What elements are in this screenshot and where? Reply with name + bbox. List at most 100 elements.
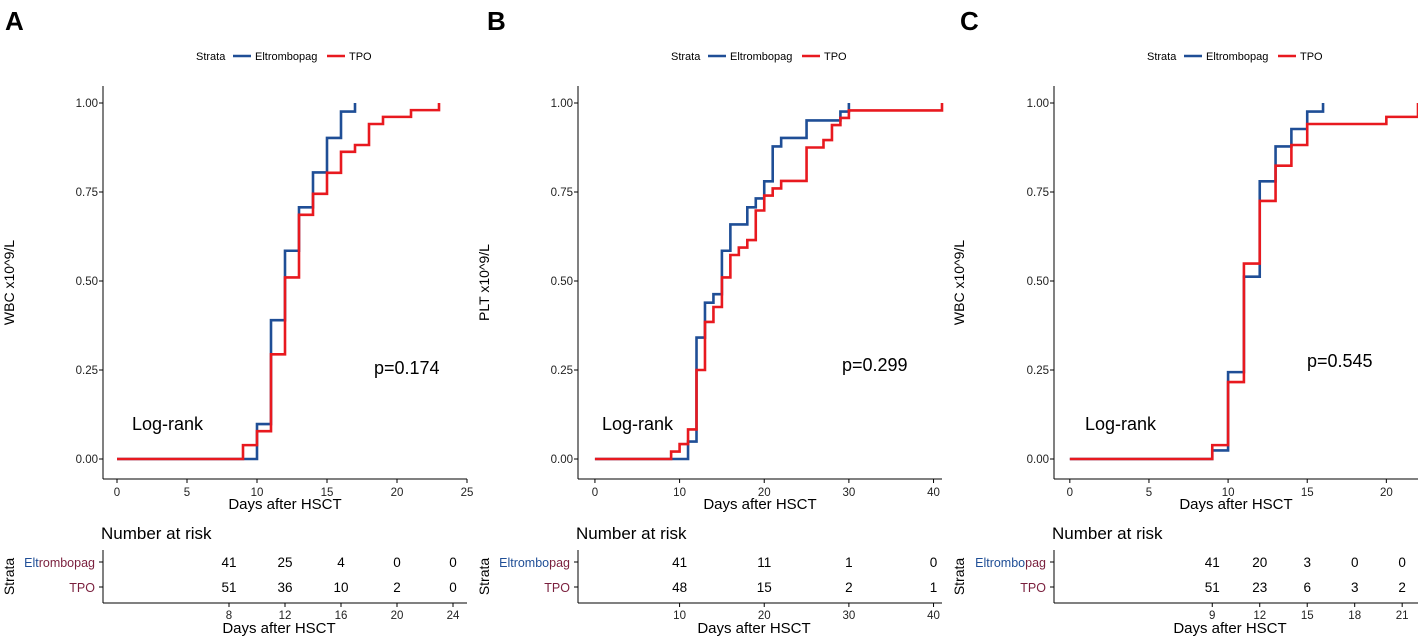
risk-row-label-part: TPO [544,581,570,595]
y-tick-label: 1.00 [1027,98,1049,110]
y-tick-label: 0.00 [551,454,573,466]
risk-x-tick-label: 30 [842,610,855,622]
y-tick-label: 0.50 [1027,276,1049,288]
x-tick-label: 5 [184,487,190,499]
risk-value: 41 [672,555,687,570]
risk-table-title: Number at risk [101,524,212,543]
risk-x-tick-label: 21 [1396,610,1409,622]
risk-value: 11 [757,555,771,570]
panel-c: C Strata Eltrombopag TPO 0.00 0.25 0.50 0.75 1.0… [951,6,1418,637]
x-tick-label: 30 [842,487,855,499]
x-tick-label: 5 [1146,487,1152,499]
legend: Strata Eltrombopag TPO [671,51,847,63]
risk-row-label-tpo: TPO [544,581,570,595]
legend-entry-tpo: TPO [349,51,372,63]
risk-value: 25 [277,555,292,570]
risk-table: Number at risk Strata Eltrombopag 41 25 4 0 0 TP… [1,524,467,637]
x-tick-label: 15 [1301,487,1314,499]
risk-value: 51 [221,580,236,595]
risk-table-title: Number at risk [576,524,687,543]
y-tick-label: 0.25 [1027,365,1049,377]
y-tick-label: 0.75 [551,187,573,199]
y-axis-title: WBC x10^9/L [1,240,17,325]
pvalue-annotation: p=0.545 [1307,351,1373,371]
risk-x-tick-label: 12 [1253,610,1266,622]
panel-label: A [5,6,24,36]
risk-value: 23 [1252,580,1267,595]
risk-row-label-tpo: TPO [69,581,95,595]
risk-row-label-part: pag [1025,556,1046,570]
risk-x-tick-label: 20 [758,610,771,622]
risk-row-label-part: TPO [69,581,95,595]
risk-value: 0 [1398,555,1406,570]
y-axis-title: WBC x10^9/L [951,240,967,325]
x-tick-label: 20 [1380,487,1393,499]
x-axis-title: Days after HSCT [228,496,341,513]
risk-x-tick-label: 12 [279,610,292,622]
y-tick-label: 0.25 [76,365,98,377]
legend-entry-tpo: TPO [1300,51,1323,63]
risk-row-label-eltrombopag: Eltrombopag [975,556,1046,570]
legend-entry-eltrombopag: Eltrombopag [255,51,317,63]
x-tick-label: 0 [114,487,120,499]
risk-value: 51 [1205,580,1220,595]
strata-axis-title: Strata [476,558,492,596]
risk-x-tick-label: 10 [673,610,686,622]
pvalue-annotation: p=0.174 [374,358,440,378]
risk-x-axis-title: Days after HSCT [1173,620,1286,637]
legend: Strata Eltrombopag TPO [196,51,372,63]
panel-a: A Strata Eltrombopag TPO 0.00 0.25 0.50 0.75 1.0… [1,6,473,637]
x-tick-label: 25 [461,487,474,499]
risk-value: 3 [1351,580,1359,595]
x-tick-label: 0 [1067,487,1073,499]
risk-value: 36 [277,580,292,595]
risk-x-tick-label: 8 [226,610,232,622]
risk-value: 4 [337,555,345,570]
km-curve-eltrombopag [117,103,357,461]
risk-value: 48 [672,580,687,595]
y-tick-label: 0.75 [1027,187,1049,199]
x-axis-title: Days after HSCT [703,496,816,513]
y-tick-label: 0.00 [1027,454,1049,466]
risk-value: 0 [930,555,938,570]
y-tick-label: 1.00 [76,98,98,110]
y-axis-title: PLT x10^9/L [476,244,492,321]
risk-table: Number at risk Strata Eltrombopag 41 20 3 0 0 TP… [951,524,1418,637]
risk-value: 2 [393,580,401,595]
strata-axis-title: Strata [951,558,967,596]
risk-value: 41 [221,555,236,570]
risk-row-label-part: TPO [1020,581,1046,595]
risk-x-tick-label: 20 [391,610,404,622]
legend-title: Strata [1147,51,1177,63]
x-tick-label: 15 [321,487,334,499]
panel-label: B [487,6,506,36]
legend: Strata Eltrombopag TPO [1147,51,1323,63]
legend-entry-tpo: TPO [824,51,847,63]
pvalue-annotation: p=0.299 [842,355,908,375]
method-annotation: Log-rank [602,414,674,434]
legend-title: Strata [671,51,701,63]
risk-value: 3 [1303,555,1311,570]
risk-row-label-part: pag [549,556,570,570]
x-tick-label: 10 [1222,487,1235,499]
risk-value: 6 [1303,580,1311,595]
risk-x-tick-label: 18 [1348,610,1361,622]
risk-value: 20 [1252,555,1267,570]
risk-value: 1 [930,580,938,595]
x-tick-label: 10 [251,487,264,499]
risk-x-tick-label: 24 [447,610,460,622]
km-curve-tpo [117,103,441,461]
risk-value: 0 [1351,555,1359,570]
method-annotation: Log-rank [132,414,204,434]
km-curve-tpo [1069,103,1418,461]
km-curve-eltrombopag [594,103,851,461]
y-tick-label: 0.00 [76,454,98,466]
risk-row-label-part: Eltrombo [975,556,1025,570]
risk-value: 15 [757,580,772,595]
risk-x-axis-title: Days after HSCT [697,620,810,637]
risk-value: 10 [333,580,348,595]
risk-value: 2 [1398,580,1406,595]
risk-row-label-eltrombopag: Eltrombopag [24,556,95,570]
legend-entry-eltrombopag: Eltrombopag [730,51,792,63]
